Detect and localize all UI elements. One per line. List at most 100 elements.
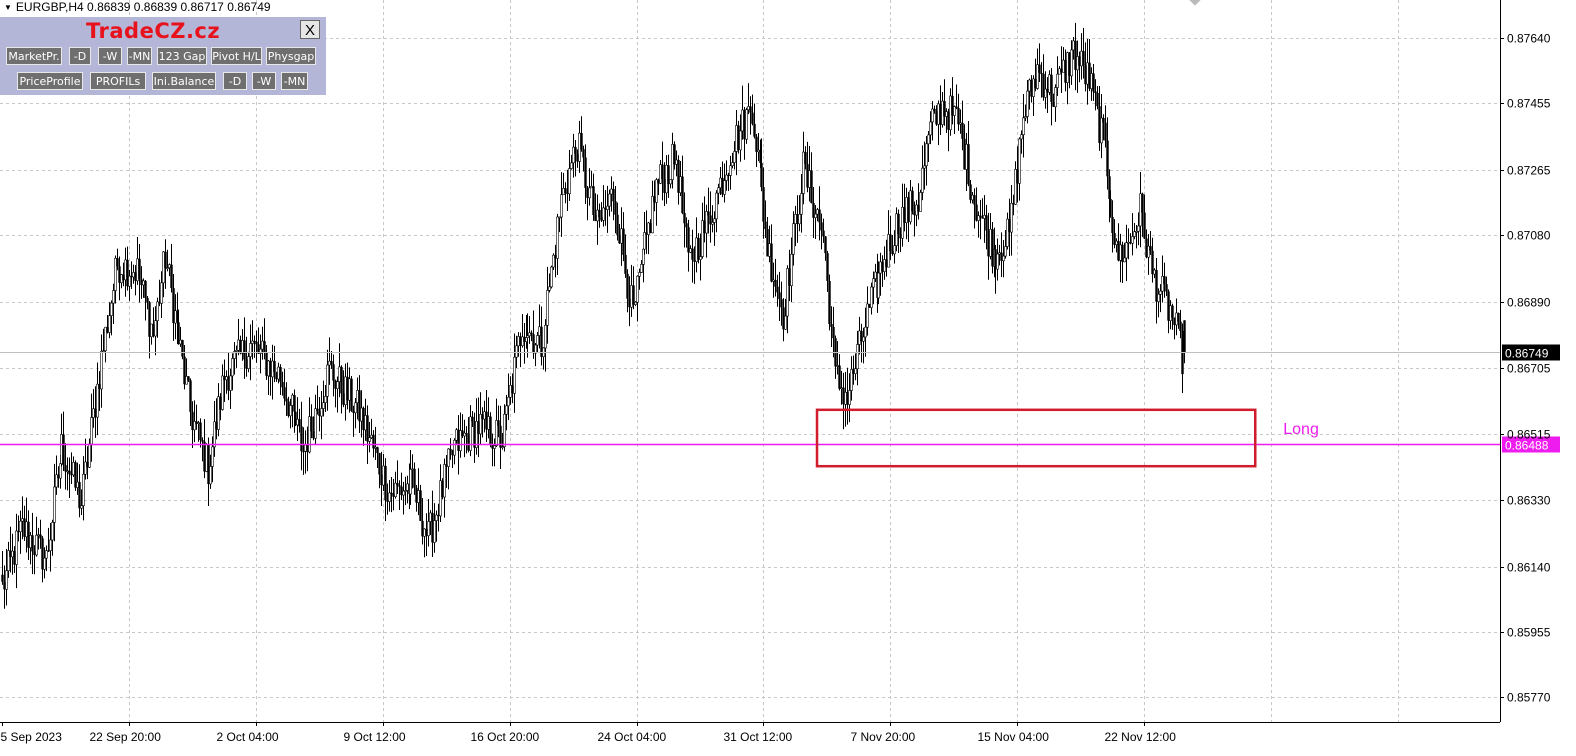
candle-body-bull — [816, 209, 819, 215]
candle-body-bull — [308, 416, 311, 453]
panel-brand-logo: TradeCZ.cz — [86, 19, 221, 43]
candle-body-bear — [1034, 78, 1037, 89]
y-axis-tick-label: 0.85955 — [1507, 626, 1551, 640]
candle-body-bull — [925, 143, 928, 167]
candle-body-bear — [122, 274, 125, 280]
ini-balance-button[interactable]: Ini.Balance — [152, 72, 216, 90]
candle-body-bull — [1018, 138, 1021, 184]
candle-body-bear — [979, 215, 982, 218]
candle-body-bear — [130, 276, 133, 278]
candle-body-bear — [187, 376, 190, 381]
candle-body-bear — [352, 410, 355, 413]
candle-body-bear — [614, 201, 617, 215]
candle-body-bull — [1090, 73, 1093, 89]
candle-body-bear — [203, 441, 206, 472]
x-axis-tick-label: 15 Nov 04:00 — [978, 730, 1050, 744]
candle-body-bear — [1129, 242, 1132, 244]
marketpr-button[interactable]: MarketPr. — [6, 47, 62, 65]
candle-body-bear — [703, 220, 706, 234]
candle-body-bull — [521, 336, 524, 347]
candle-body-bull — [711, 222, 714, 225]
physgap-button[interactable]: Physgap — [266, 47, 316, 65]
profils-button[interactable]: PROFILs — [90, 72, 146, 90]
candle-body-bull — [848, 390, 851, 405]
candle-body-bear — [663, 178, 666, 193]
candle-body-bear — [749, 106, 752, 113]
candle-body-bull — [277, 366, 280, 380]
candle-body-bear — [471, 416, 474, 422]
candle-body-bull — [1066, 52, 1069, 83]
candle-body-bull — [259, 348, 262, 354]
candle-body-bear — [473, 421, 476, 448]
chart-axes: 0.87640 0.87455 0.87265 0.87080 0.86890 0.867… — [0, 0, 1551, 744]
candle-body-bull — [620, 228, 623, 244]
candle-body-bull — [630, 285, 633, 308]
candle-body-bear — [806, 164, 809, 188]
candle-body-bear — [86, 461, 89, 468]
profile-daily-button[interactable]: -D — [223, 72, 247, 90]
candle-body-bear — [215, 421, 218, 430]
candle-body-bear — [398, 485, 401, 487]
candle-body-bear — [140, 279, 143, 285]
candle-body-bear — [332, 364, 335, 381]
candle-body-bull — [538, 326, 541, 336]
candle-body-bull — [887, 234, 890, 268]
candle-body-bear — [245, 359, 248, 369]
candle-body-bull — [90, 417, 93, 445]
candle-body-bear — [582, 149, 585, 158]
candle-body-bull — [1036, 64, 1039, 89]
candle-body-bear — [691, 248, 694, 260]
monthly-button[interactable]: -MN — [127, 47, 152, 65]
candle-body-bear — [283, 387, 286, 399]
weekly-button[interactable]: -W — [98, 47, 122, 65]
candle-body-bull — [572, 146, 575, 164]
candle-body-bear — [1177, 312, 1180, 322]
gap-123-button[interactable]: 123 Gap — [157, 47, 207, 65]
tradecz-panel: TradeCZ.cz X MarketPr. -D -W -MN 123 Gap… — [0, 17, 326, 95]
panel-close-button[interactable]: X — [300, 20, 320, 39]
candle-body-bear — [780, 299, 783, 308]
candle-body-bull — [602, 207, 605, 221]
daily-button[interactable]: -D — [69, 47, 91, 65]
candle-body-bull — [1070, 49, 1073, 77]
candle-body-bear — [31, 535, 34, 552]
candle-body-bear — [969, 184, 972, 200]
profile-monthly-button[interactable]: -MN — [281, 72, 308, 90]
profile-weekly-button[interactable]: -W — [252, 72, 276, 90]
candle-body-bear — [62, 434, 65, 466]
candle-body-bear — [600, 217, 603, 221]
candle-body-bull — [883, 259, 886, 272]
candle-body-bear — [265, 352, 268, 376]
candle-body-bull — [1175, 312, 1178, 326]
x-axis-tick-label: 31 Oct 12:00 — [724, 730, 793, 744]
candle-body-bear — [170, 264, 173, 289]
priceprofile-button[interactable]: PriceProfile — [17, 72, 83, 90]
pivot-hl-button[interactable]: Pivot H/L — [211, 47, 262, 65]
candle-body-bull — [977, 215, 980, 221]
candle-body-bear — [219, 396, 222, 410]
candle-body-bear — [74, 462, 77, 488]
candle-body-bull — [1086, 62, 1089, 85]
candle-body-bull — [651, 196, 654, 234]
candle-body-bear — [594, 215, 597, 221]
candle-body-bear — [554, 255, 557, 259]
candle-body-bear — [275, 372, 278, 380]
dropdown-triangle-icon[interactable]: ▼ — [4, 2, 12, 12]
candle-body-bear — [1078, 56, 1081, 66]
candle-body-bull — [548, 286, 551, 291]
candle-body-bull — [927, 134, 930, 145]
candle-body-bull — [723, 180, 726, 195]
candle-body-bull — [237, 339, 240, 351]
candle-body-bear — [201, 440, 204, 442]
candle-body-bull — [505, 405, 508, 415]
candle-body-bear — [822, 230, 825, 237]
candle-body-bear — [580, 133, 583, 150]
candle-body-bear — [400, 486, 403, 496]
candle-body-bull — [136, 258, 139, 282]
y-axis-tick-label: 0.86515 — [1507, 428, 1551, 442]
candle-body-bull — [1048, 74, 1051, 93]
candle-body-bull — [72, 462, 75, 476]
candle-body-bull — [689, 248, 692, 253]
candle-body-bull — [850, 369, 853, 391]
